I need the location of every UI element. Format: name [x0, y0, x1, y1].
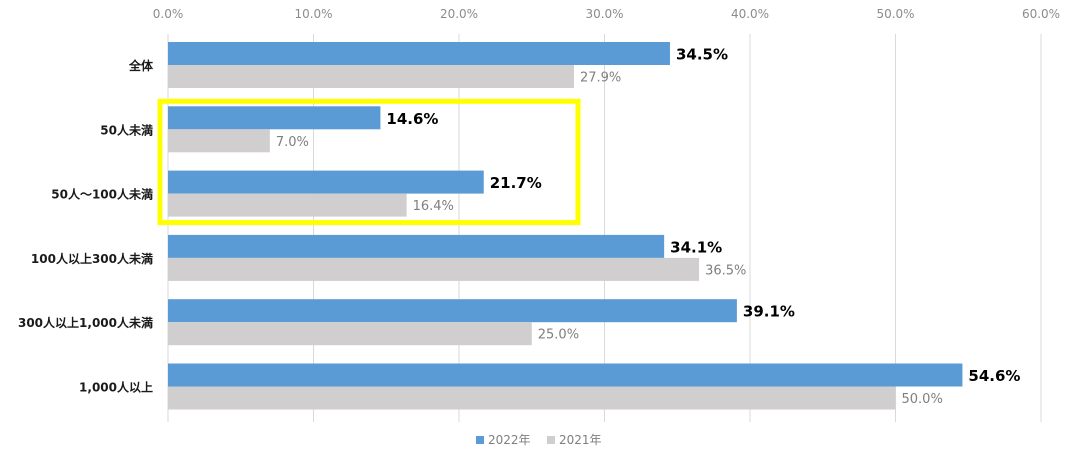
data-label-2022: 54.6% — [968, 367, 1020, 385]
bar-2021 — [168, 322, 532, 346]
legend-label-2021: 2021年 — [559, 433, 602, 447]
data-label-2021: 50.0% — [902, 392, 943, 407]
data-label-2021: 25.0% — [538, 328, 579, 343]
data-label-2022: 39.1% — [743, 303, 795, 321]
category-label: 全体 — [128, 58, 154, 73]
bar-2022 — [168, 42, 670, 65]
legend: 2022年 2021年 — [476, 433, 602, 447]
x-tick-label: 20.0% — [440, 7, 478, 21]
data-label-2021: 36.5% — [705, 263, 746, 278]
category-label: 50人～100人未満 — [51, 187, 153, 202]
bar-2021 — [168, 129, 270, 153]
bar-2022 — [168, 234, 665, 258]
legend-label-2022: 2022年 — [488, 433, 531, 447]
x-axis-ticks: 0.0% 10.0% 20.0% 30.0% 40.0% 50.0% 60.0% — [153, 7, 1060, 21]
bar-2021 — [168, 193, 407, 217]
bar-2022 — [168, 170, 484, 194]
category-labels: 全体 50人未満 50人～100人未満 100人以上300人未満 300人以上1,000… — [18, 58, 154, 395]
bar-2022 — [168, 106, 381, 130]
data-label-2021: 16.4% — [413, 199, 454, 214]
legend-swatch-2021 — [547, 436, 555, 444]
category-label: 50人未満 — [100, 122, 153, 137]
data-label-2022: 34.5% — [676, 46, 728, 64]
data-label-2021: 7.0% — [276, 135, 309, 150]
category-label: 100人以上300人未満 — [31, 251, 153, 266]
highlight-box — [157, 98, 581, 226]
x-tick-label: 40.0% — [731, 7, 769, 21]
bar-2022 — [168, 363, 963, 387]
data-label-2021: 27.9% — [580, 71, 621, 86]
bar-2021 — [168, 386, 896, 410]
bar-2021 — [168, 65, 574, 88]
data-label-2022: 14.6% — [386, 110, 438, 128]
x-tick-label: 30.0% — [585, 7, 623, 21]
legend-swatch-2022 — [476, 436, 484, 444]
grid-layer — [167, 34, 1042, 422]
category-label: 300人以上1,000人未満 — [18, 315, 153, 330]
bar-2022 — [168, 299, 737, 323]
bars: 34.5% 27.9% 14.6% 7.0% 21.7% 16.4% 34.1% 36.5% 3… — [168, 42, 1020, 410]
x-tick-label: 0.0% — [153, 7, 184, 21]
bar-2021 — [168, 257, 700, 281]
highlight-layer — [157, 98, 581, 226]
category-label: 1,000人以上 — [79, 380, 153, 395]
data-label-2022: 34.1% — [670, 238, 722, 256]
x-tick-label: 50.0% — [876, 7, 914, 21]
x-tick-label: 60.0% — [1022, 7, 1060, 21]
x-tick-label: 10.0% — [294, 7, 332, 21]
data-label-2022: 21.7% — [490, 174, 542, 192]
